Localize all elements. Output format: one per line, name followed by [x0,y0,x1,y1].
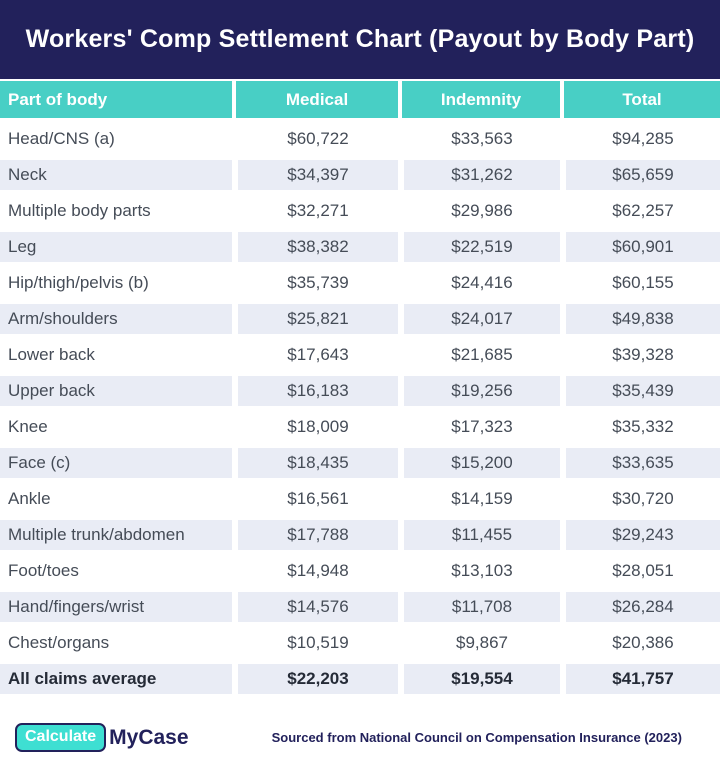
total-cell: $35,332 [560,406,720,442]
total-cell: $29,243 [560,514,720,550]
medical-cell: $18,009 [232,406,398,442]
total-cell: $94,285 [560,118,720,154]
medical-cell: $25,821 [232,298,398,334]
body-part-cell: Arm/shoulders [0,298,232,334]
table-row: Lower back $17,643 $21,685 $39,328 [0,334,720,370]
source-attribution: Sourced from National Council on Compens… [271,730,682,745]
body-part-cell: Chest/organs [0,622,232,658]
indemnity-cell: $19,256 [398,370,560,406]
table-body: Head/CNS (a) $60,722 $33,563 $94,285 Neck $34… [0,118,720,694]
indemnity-cell: $24,416 [398,262,560,298]
column-header-medical: Medical [232,81,398,118]
indemnity-cell: $11,455 [398,514,560,550]
title-bar: Workers' Comp Settlement Chart (Payout b… [0,0,720,79]
table-header-row: Part of body Medical Indemnity Total [0,81,720,118]
body-part-cell: Upper back [0,370,232,406]
total-cell: $49,838 [560,298,720,334]
medical-cell: $34,397 [232,154,398,190]
table-row: Multiple body parts $32,271 $29,986 $62,257 [0,190,720,226]
medical-cell: $17,788 [232,514,398,550]
logo-mycase-wordmark: MyCase [109,725,189,749]
table-row: Hand/fingers/wrist $14,576 $11,708 $26,284 [0,586,720,622]
medical-cell: $14,948 [232,550,398,586]
column-header-indemnity: Indemnity [398,81,560,118]
table-row: Upper back $16,183 $19,256 $35,439 [0,370,720,406]
total-cell: $35,439 [560,370,720,406]
total-cell: $33,635 [560,442,720,478]
body-part-cell: Head/CNS (a) [0,118,232,154]
table-row: Neck $34,397 $31,262 $65,659 [0,154,720,190]
body-part-cell: Neck [0,154,232,190]
total-cell: $26,284 [560,586,720,622]
indemnity-cell: $19,554 [398,658,560,694]
footer: Calculate MyCase Sourced from National C… [0,694,720,781]
medical-cell: $22,203 [232,658,398,694]
body-part-cell: Hand/fingers/wrist [0,586,232,622]
medical-cell: $16,183 [232,370,398,406]
settlement-table: Part of body Medical Indemnity Total Hea… [0,81,720,694]
table-row: Chest/organs $10,519 $9,867 $20,386 [0,622,720,658]
body-part-cell: All claims average [0,658,232,694]
indemnity-cell: $31,262 [398,154,560,190]
total-cell: $41,757 [560,658,720,694]
calculatemycase-logo: Calculate MyCase [15,723,189,752]
medical-cell: $10,519 [232,622,398,658]
indemnity-cell: $22,519 [398,226,560,262]
body-part-cell: Leg [0,226,232,262]
body-part-cell: Knee [0,406,232,442]
body-part-cell: Foot/toes [0,550,232,586]
total-cell: $39,328 [560,334,720,370]
indemnity-cell: $24,017 [398,298,560,334]
total-cell: $20,386 [560,622,720,658]
page-title: Workers' Comp Settlement Chart (Payout b… [25,25,695,53]
medical-cell: $60,722 [232,118,398,154]
table-row: Knee $18,009 $17,323 $35,332 [0,406,720,442]
medical-cell: $16,561 [232,478,398,514]
medical-cell: $18,435 [232,442,398,478]
indemnity-cell: $33,563 [398,118,560,154]
medical-cell: $32,271 [232,190,398,226]
body-part-cell: Lower back [0,334,232,370]
column-header-total: Total [560,81,720,118]
table-row: Hip/thigh/pelvis (b) $35,739 $24,416 $60,15… [0,262,720,298]
indemnity-cell: $14,159 [398,478,560,514]
body-part-cell: Multiple trunk/abdomen [0,514,232,550]
total-cell: $65,659 [560,154,720,190]
medical-cell: $35,739 [232,262,398,298]
indemnity-cell: $13,103 [398,550,560,586]
logo-calculate-badge: Calculate [15,723,107,752]
body-part-cell: Face (c) [0,442,232,478]
total-cell: $60,901 [560,226,720,262]
medical-cell: $17,643 [232,334,398,370]
table-row: Leg $38,382 $22,519 $60,901 [0,226,720,262]
body-part-cell: Ankle [0,478,232,514]
table-row: Foot/toes $14,948 $13,103 $28,051 [0,550,720,586]
summary-row: All claims average $22,203 $19,554 $41,757 [0,658,720,694]
total-cell: $28,051 [560,550,720,586]
table-row: Head/CNS (a) $60,722 $33,563 $94,285 [0,118,720,154]
table-row: Multiple trunk/abdomen $17,788 $11,455 $29,… [0,514,720,550]
body-part-cell: Hip/thigh/pelvis (b) [0,262,232,298]
indemnity-cell: $21,685 [398,334,560,370]
table-row: Ankle $16,561 $14,159 $30,720 [0,478,720,514]
indemnity-cell: $15,200 [398,442,560,478]
table-row: Face (c) $18,435 $15,200 $33,635 [0,442,720,478]
medical-cell: $38,382 [232,226,398,262]
indemnity-cell: $9,867 [398,622,560,658]
indemnity-cell: $17,323 [398,406,560,442]
medical-cell: $14,576 [232,586,398,622]
column-header-part-of-body: Part of body [0,81,232,118]
indemnity-cell: $29,986 [398,190,560,226]
body-part-cell: Multiple body parts [0,190,232,226]
total-cell: $62,257 [560,190,720,226]
table-row: Arm/shoulders $25,821 $24,017 $49,838 [0,298,720,334]
indemnity-cell: $11,708 [398,586,560,622]
total-cell: $60,155 [560,262,720,298]
total-cell: $30,720 [560,478,720,514]
